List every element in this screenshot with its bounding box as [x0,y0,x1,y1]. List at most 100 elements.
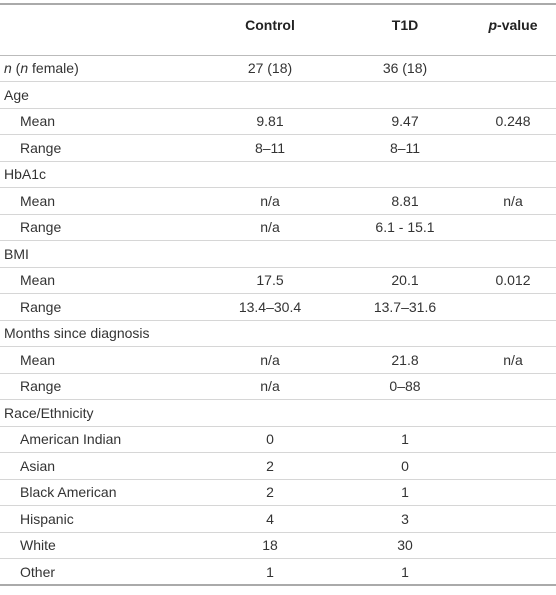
data-table: Control T1D p-value n (n female) 27 (18) 3… [0,3,556,586]
data-row: Mean 9.81 9.47 0.248 [0,108,556,135]
data-row: White 18 30 [0,532,556,559]
cell-t1d: 30 [340,532,470,559]
row-label: Race/Ethnicity [0,399,200,427]
row-label: HbA1c [0,161,200,188]
cell-control: 9.81 [200,108,340,135]
cell-p [470,320,556,347]
cell-p [470,134,556,162]
cell-control: n/a [200,187,340,215]
cell-control: 2 [200,479,340,506]
cell-control [200,81,340,109]
cell-p [470,161,556,188]
group-row: Months since diagnosis [0,320,556,347]
row-label: BMI [0,240,200,268]
cell-control: 18 [200,532,340,559]
cell-control: n/a [200,214,340,241]
header-row: Control T1D p-value [0,3,556,56]
row-label: n (n female) [0,55,200,82]
cell-p: 0.248 [470,108,556,135]
text-segment: -value [497,17,538,33]
data-row: Mean 17.5 20.1 0.012 [0,267,556,294]
group-row: BMI [0,240,556,268]
data-row: Range 8–11 8–11 [0,134,556,162]
data-row: n (n female) 27 (18) 36 (18) [0,55,556,82]
row-label: Other [0,558,200,586]
cell-p [470,479,556,506]
cell-t1d: 21.8 [340,346,470,374]
row-label: Range [0,214,200,241]
row-label: Asian [0,452,200,480]
cell-p [470,532,556,559]
cell-p [470,293,556,321]
row-label: Age [0,81,200,109]
cell-t1d: 13.7–31.6 [340,293,470,321]
row-label: White [0,532,200,559]
cell-t1d: 8–11 [340,134,470,162]
cell-p [470,55,556,82]
cell-t1d [340,399,470,427]
cell-control: 8–11 [200,134,340,162]
cell-control: 4 [200,505,340,533]
data-row: Mean n/a 8.81 n/a [0,187,556,215]
data-row: Range n/a 6.1 - 15.1 [0,214,556,241]
cell-control: 2 [200,452,340,480]
cell-control: 27 (18) [200,55,340,82]
group-row: Race/Ethnicity [0,399,556,427]
cell-control [200,161,340,188]
cell-p [470,399,556,427]
cell-control: 17.5 [200,267,340,294]
cell-t1d [340,161,470,188]
cell-p [470,558,556,586]
header-cell: p-value [470,3,556,56]
cell-t1d: 0 [340,452,470,480]
cell-t1d: 8.81 [340,187,470,215]
row-label: Mean [0,346,200,374]
cell-p [470,505,556,533]
cell-t1d: 9.47 [340,108,470,135]
text-segment: female) [28,60,79,77]
row-label: Mean [0,267,200,294]
text-segment: ( [11,60,21,77]
cell-p: n/a [470,346,556,374]
row-label: Hispanic [0,505,200,533]
cell-t1d: 6.1 - 15.1 [340,214,470,241]
row-label: Range [0,134,200,162]
text-segment: p [488,17,498,33]
cell-t1d: 3 [340,505,470,533]
cell-control [200,399,340,427]
cell-p [470,373,556,400]
page: {"table": { "header": {"control": "Contr… [0,3,556,595]
cell-control: n/a [200,373,340,400]
row-label: American Indian [0,426,200,453]
header-cell [0,3,200,56]
row-label: Months since diagnosis [0,320,200,347]
row-label: Range [0,293,200,321]
cell-control: 0 [200,426,340,453]
row-label: Mean [0,187,200,215]
cell-t1d: 1 [340,558,470,586]
cell-p [470,452,556,480]
header-cell: T1D [340,3,470,56]
cell-control [200,240,340,268]
group-row: Age [0,81,556,109]
cell-p [470,81,556,109]
cell-t1d: 36 (18) [340,55,470,82]
cell-control: 1 [200,558,340,586]
data-row: Range 13.4–30.4 13.7–31.6 [0,293,556,321]
cell-t1d [340,81,470,109]
cell-t1d: 1 [340,426,470,453]
data-row: Black American 2 1 [0,479,556,506]
group-row: HbA1c [0,161,556,188]
cell-p: n/a [470,187,556,215]
cell-t1d: 0–88 [340,373,470,400]
text-segment: n [20,60,29,77]
cell-p [470,214,556,241]
data-row: American Indian 0 1 [0,426,556,453]
cell-t1d: 1 [340,479,470,506]
data-row: Asian 2 0 [0,452,556,480]
cell-t1d: 20.1 [340,267,470,294]
cell-control: 13.4–30.4 [200,293,340,321]
cell-p: 0.012 [470,267,556,294]
cell-control: n/a [200,346,340,374]
data-row: Hispanic 4 3 [0,505,556,533]
